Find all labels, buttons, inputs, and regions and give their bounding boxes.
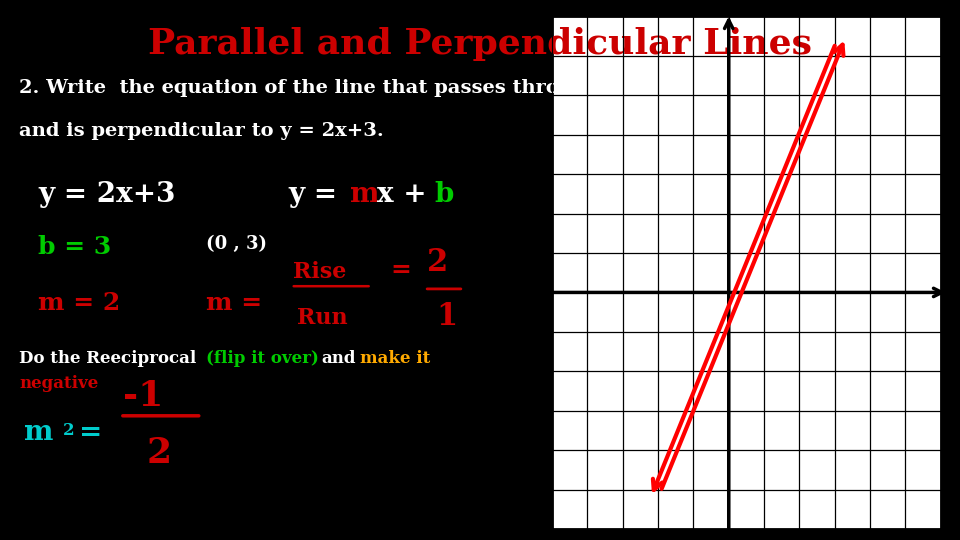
Text: 1: 1 bbox=[437, 301, 458, 332]
Text: Parallel and Perpendicular Lines: Parallel and Perpendicular Lines bbox=[148, 27, 812, 61]
Text: b: b bbox=[434, 181, 453, 208]
Text: 2: 2 bbox=[63, 422, 75, 439]
Text: =: = bbox=[391, 258, 412, 282]
Text: 2: 2 bbox=[147, 436, 172, 470]
Text: Do the Reeciprocal: Do the Reeciprocal bbox=[19, 350, 197, 367]
Text: m = 2: m = 2 bbox=[38, 291, 121, 314]
Text: m: m bbox=[350, 181, 380, 208]
Text: 2: 2 bbox=[427, 247, 448, 278]
Text: x: x bbox=[958, 281, 960, 303]
Text: =: = bbox=[79, 418, 102, 445]
Text: negative: negative bbox=[19, 375, 99, 392]
Text: -1: -1 bbox=[123, 379, 163, 413]
Text: y =: y = bbox=[288, 181, 347, 208]
Text: (0 , 3): (0 , 3) bbox=[206, 235, 268, 253]
Text: (flip it over): (flip it over) bbox=[206, 350, 320, 367]
Text: make it: make it bbox=[360, 350, 430, 367]
Text: x +: x + bbox=[377, 181, 437, 208]
Text: and is perpendicular to y = 2x+3.: and is perpendicular to y = 2x+3. bbox=[19, 122, 384, 139]
Text: and: and bbox=[322, 350, 356, 367]
Text: m =: m = bbox=[206, 291, 272, 314]
Text: b = 3: b = 3 bbox=[38, 235, 111, 259]
Text: 2. Write  the equation of the line that passes through (6,-5): 2. Write the equation of the line that p… bbox=[19, 78, 668, 97]
Bar bbox=[552, 16, 941, 529]
Text: y: y bbox=[736, 0, 750, 8]
Text: Run: Run bbox=[297, 307, 348, 329]
Text: m: m bbox=[24, 418, 54, 445]
Text: y = 2x+3: y = 2x+3 bbox=[38, 181, 176, 208]
Text: Rise: Rise bbox=[293, 261, 347, 284]
